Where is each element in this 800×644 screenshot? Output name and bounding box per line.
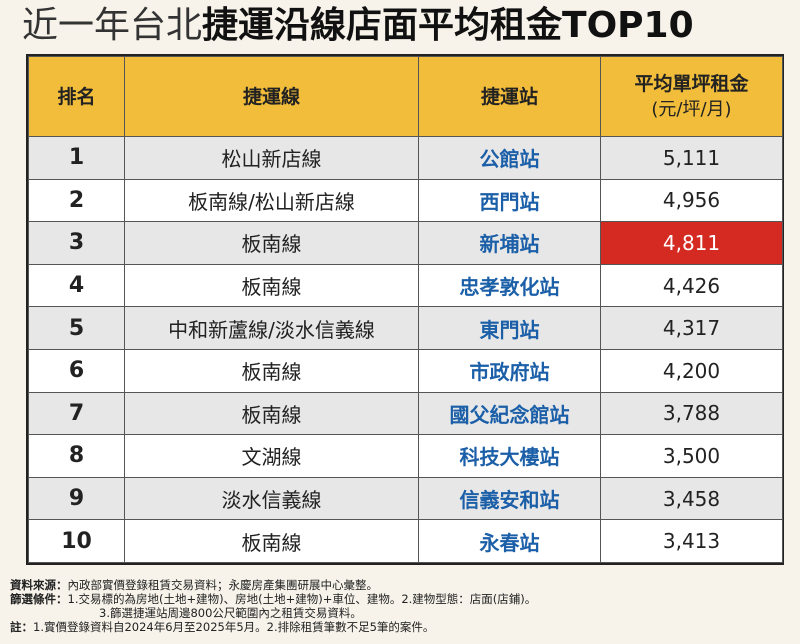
source-note: 資料來源：內政部實價登錄租賃交易資料；永慶房產集團研展中心彙整。	[10, 578, 790, 592]
title-prefix: 近一年台北	[22, 5, 203, 46]
rank-cell: 7	[28, 391, 125, 436]
header-rent-label: 平均單坪租金	[634, 72, 749, 95]
station-cell: 新埔站	[418, 221, 601, 265]
table-body: 1 松山新店線 公館站 5,111 2 板南線/松山新店線 西門站 4,956 3 板南線 新埔站 4…	[28, 136, 783, 563]
rent-cell: 4,200	[600, 348, 783, 393]
line-cell: 文湖線	[124, 434, 419, 478]
page-title: 近一年台北捷運沿線店面平均租金TOP10	[22, 2, 694, 50]
table-row: 1 松山新店線 公館站 5,111	[28, 136, 783, 180]
table-row: 5 中和新蘆線/淡水信義線 東門站 4,317	[28, 306, 783, 350]
criteria-line2: 3.篩選捷運站周邊800公尺範圍內之租賃交易資料。	[99, 606, 362, 620]
criteria-note-continued: 3.篩選捷運站周邊800公尺範圍內之租賃交易資料。	[10, 606, 790, 620]
station-cell: 國父紀念館站	[418, 391, 601, 436]
notes-section: 資料來源：內政部實價登錄租賃交易資料；永慶房產集團研展中心彙整。 篩選條件：1.…	[10, 578, 790, 634]
rank-cell: 3	[28, 221, 125, 265]
station-cell: 公館站	[418, 136, 601, 180]
header-station: 捷運站	[418, 56, 601, 137]
table-row: 4 板南線 忠孝敦化站 4,426	[28, 263, 783, 308]
rank-cell: 1	[28, 136, 125, 180]
source-text: 內政部實價登錄租賃交易資料；永慶房產集團研展中心彙整。	[67, 578, 379, 592]
rent-cell: 4,426	[600, 263, 783, 308]
table-row: 3 板南線 新埔站 4,811	[28, 221, 783, 265]
rent-cell: 3,458	[600, 476, 783, 521]
table-row: 10 板南線 永春站 3,413	[28, 519, 783, 563]
header-line: 捷運線	[124, 56, 419, 137]
header-rank: 排名	[28, 56, 125, 137]
footnote-label: 註：	[10, 620, 33, 634]
line-cell: 板南線	[124, 348, 419, 393]
header-rent: 平均單坪租金 (元/坪/月)	[600, 56, 783, 137]
criteria-note: 篩選條件：1.交易標的為房地(土地+建物)、房地(土地+建物)+車位、建物。2.…	[10, 592, 790, 606]
rent-table-container: 排名 捷運線 捷運站 平均單坪租金 (元/坪/月) 1 松山新店線 公館站 5,111…	[26, 54, 784, 565]
station-cell: 永春站	[418, 519, 601, 563]
station-cell: 科技大樓站	[418, 434, 601, 478]
footnote: 註：1.實價登錄資料自2024年6月至2025年5月。2.排除租賃筆數不足5筆的…	[10, 620, 790, 634]
table-row: 2 板南線/松山新店線 西門站 4,956	[28, 178, 783, 223]
station-cell: 東門站	[418, 306, 601, 350]
line-cell: 板南線	[124, 391, 419, 436]
line-cell: 板南線	[124, 221, 419, 265]
station-cell: 信義安和站	[418, 476, 601, 521]
rent-cell: 4,956	[600, 178, 783, 223]
station-cell: 忠孝敦化站	[418, 263, 601, 308]
table-row: 6 板南線 市政府站 4,200	[28, 348, 783, 393]
table-row: 7 板南線 國父紀念館站 3,788	[28, 391, 783, 436]
rank-cell: 6	[28, 348, 125, 393]
rent-cell: 4,317	[600, 306, 783, 350]
rent-cell: 5,111	[600, 136, 783, 180]
criteria-label: 篩選條件：	[10, 592, 68, 606]
rank-cell: 9	[28, 476, 125, 521]
station-cell: 西門站	[418, 178, 601, 223]
footnote-text: 1.實價登錄資料自2024年6月至2025年5月。2.排除租賃筆數不足5筆的案件…	[33, 620, 435, 634]
line-cell: 板南線	[124, 263, 419, 308]
line-cell: 中和新蘆線/淡水信義線	[124, 306, 419, 350]
rank-cell: 2	[28, 178, 125, 223]
header-rent-unit: (元/坪/月)	[651, 98, 732, 120]
rank-cell: 5	[28, 306, 125, 350]
line-cell: 淡水信義線	[124, 476, 419, 521]
station-cell: 市政府站	[418, 348, 601, 393]
line-cell: 板南線	[124, 519, 419, 563]
line-cell: 板南線/松山新店線	[124, 178, 419, 223]
rent-cell: 3,788	[600, 391, 783, 436]
rent-cell: 4,811	[600, 221, 783, 265]
rank-cell: 8	[28, 434, 125, 478]
rank-cell: 4	[28, 263, 125, 308]
rank-cell: 10	[28, 519, 125, 563]
title-main: 捷運沿線店面平均租金TOP10	[202, 5, 694, 46]
rent-cell: 3,413	[600, 519, 783, 563]
rent-cell: 3,500	[600, 434, 783, 478]
rent-table: 排名 捷運線 捷運站 平均單坪租金 (元/坪/月) 1 松山新店線 公館站 5,111…	[28, 56, 783, 563]
table-header-row: 排名 捷運線 捷運站 平均單坪租金 (元/坪/月)	[28, 56, 783, 137]
source-label: 資料來源：	[10, 578, 68, 592]
table-row: 8 文湖線 科技大樓站 3,500	[28, 434, 783, 478]
table-row: 9 淡水信義線 信義安和站 3,458	[28, 476, 783, 521]
criteria-line1: 1.交易標的為房地(土地+建物)、房地(土地+建物)+車位、建物。2.建物型態：…	[67, 592, 537, 606]
line-cell: 松山新店線	[124, 136, 419, 180]
